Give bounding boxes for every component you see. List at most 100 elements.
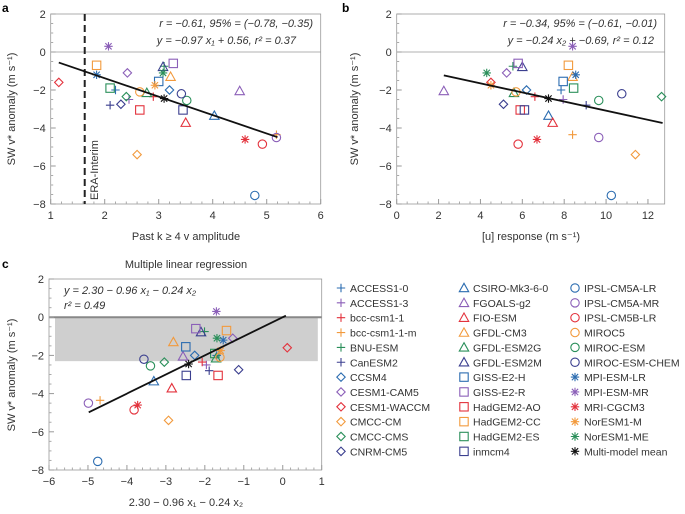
point-mri-cgcm3 xyxy=(133,400,142,410)
point-access1-0 xyxy=(556,85,566,95)
legend-item: IPSL-CM5A-LR xyxy=(570,283,657,295)
diamond-icon xyxy=(336,416,346,427)
point-giss-e2-r xyxy=(168,58,179,69)
y-tick-label: −8 xyxy=(379,199,392,211)
square-icon xyxy=(459,431,469,442)
legend-label: MPI-ESM-LR xyxy=(584,372,646,384)
legend-item: MIROC-ESM xyxy=(570,342,645,354)
point-hadgem2-cc xyxy=(563,60,574,71)
annotation-r: r = −0.34, 95% = (−0.61, −0.01) xyxy=(503,18,657,30)
point-ipsl-cm5a-mr xyxy=(271,132,282,143)
diamond-icon xyxy=(336,431,346,442)
plus-icon xyxy=(336,358,346,367)
panel-letter-a: a xyxy=(2,1,9,15)
point-mpi-esm-mr xyxy=(568,42,577,51)
circle-icon xyxy=(570,327,580,338)
legend-item: IPSL-CM5B-LR xyxy=(570,312,657,325)
legend-label: GFDL-ESM2M xyxy=(473,357,542,369)
point-giss-e2-r xyxy=(191,323,201,334)
point-gfdl-cm3 xyxy=(167,336,180,347)
x-axis-label: Past k ≥ 4 v amplitude xyxy=(132,231,240,243)
legend-item: MRI-CGCM3 xyxy=(570,402,645,414)
circle-icon xyxy=(570,283,580,293)
point-miroc-esm xyxy=(145,361,156,371)
chart-title: Multiple linear regression xyxy=(125,259,247,271)
annotation-fit: y = −0.97 x₁ + 0.56, r² = 0.37 xyxy=(156,35,297,47)
point-access1-3 xyxy=(202,360,211,370)
point-gfdl-esm2m xyxy=(195,326,207,337)
point-cnrm-cm5 xyxy=(233,364,244,375)
circle-icon xyxy=(570,357,580,367)
circle-icon xyxy=(570,342,580,353)
x-tick-label: 4 xyxy=(477,210,483,222)
legend-label: MIROC5 xyxy=(584,328,625,340)
x-tick-label: −2 xyxy=(199,476,212,488)
point-hadgem2-es xyxy=(105,83,115,93)
legend-label: IPSL-CM5A-LR xyxy=(584,283,657,295)
y-tick-label: −2 xyxy=(33,85,46,97)
square-icon xyxy=(459,446,469,457)
square-icon xyxy=(459,372,469,382)
point-miroc-esm-chem xyxy=(139,354,149,364)
panel-a: 1 2 3 4 5 6 −8 −6 −4 −2 0 2 r = −0.61, 95% = (−0.78… xyxy=(6,9,324,243)
legend-item: CSIRO-Mk3-6-0 xyxy=(458,282,548,295)
legend-item: GISS-E2-H xyxy=(459,372,526,384)
point-giss-e2-h xyxy=(558,76,568,87)
annotation-fit: y = −0.24 x₂ + −0.69, r² = 0.12 xyxy=(507,35,654,47)
circle-icon xyxy=(570,312,580,323)
point-fio-esm xyxy=(547,116,559,127)
legend-label: GISS-E2-R xyxy=(473,387,526,399)
legend-label: bcc-csm1-1 xyxy=(350,313,404,325)
legend-label: CESM1-WACCM xyxy=(350,402,430,414)
regression-line xyxy=(443,74,663,124)
y-axis-label: SW v* anomaly (m s⁻¹) xyxy=(349,53,361,166)
x-tick-label: −1 xyxy=(238,476,251,488)
point-fio-esm xyxy=(180,116,192,127)
legend-label: ACCESS1-0 xyxy=(350,283,409,295)
plus-icon xyxy=(336,283,346,293)
point-noresm1-m xyxy=(216,346,225,355)
y-tick-label: −2 xyxy=(379,85,392,97)
x-tick-label: −3 xyxy=(160,476,173,488)
point-ccsm4 xyxy=(164,85,175,95)
annotation-fit: y = 2.30 − 0.96 x₁ − 0.24 x₂ xyxy=(63,285,197,297)
point-fgoals-g2 xyxy=(438,85,450,96)
point-giss-e2-h xyxy=(181,342,191,352)
triangle-icon xyxy=(458,282,470,293)
x-tick-label: −6 xyxy=(43,476,56,488)
legend-item: ACCESS1-0 xyxy=(336,283,409,295)
point-ipsl-cm5b-lr xyxy=(257,139,268,149)
legend-label: CESM1-CAM5 xyxy=(350,387,419,399)
plus-icon xyxy=(336,328,346,337)
legend-label: IPSL-CM5A-MR xyxy=(584,298,660,310)
point-fgoals-g2 xyxy=(234,85,246,96)
legend-item: CNRM-CM5 xyxy=(336,446,407,458)
era-interim-label: ERA-Interim xyxy=(89,140,101,200)
legend-label: CanESM2 xyxy=(350,357,398,369)
point-noresm1-me xyxy=(482,68,491,78)
legend-label: bcc-csm1-1-m xyxy=(350,328,417,340)
point-cesm1-cam5 xyxy=(501,67,512,78)
point-cmcc-cm xyxy=(630,149,641,160)
point-cesm1-cam5 xyxy=(122,67,133,78)
x-axis-label: [u] response (m s⁻¹) xyxy=(482,231,580,243)
legend-item: HadGEM2-ES xyxy=(459,431,540,444)
diamond-icon xyxy=(336,446,346,457)
square-icon xyxy=(459,416,469,427)
point-noresm1-m xyxy=(150,81,160,90)
legend-label: NorESM1-M xyxy=(584,417,642,429)
point-hadgem2-cc xyxy=(91,60,102,71)
legend-label: NorESM1-ME xyxy=(584,432,649,444)
point-canesm2 xyxy=(204,366,214,375)
point-mri-cgcm3 xyxy=(240,135,250,144)
legend-item: CMCC-CMS xyxy=(336,431,408,444)
point-access1-0 xyxy=(111,85,120,95)
x-tick-label: 5 xyxy=(264,210,270,222)
legend-item: MPI-ESM-MR xyxy=(570,387,649,399)
legend-item: CESM1-CAM5 xyxy=(336,387,419,399)
x-tick-label: 0 xyxy=(280,476,286,488)
legend-item: GFDL-CM3 xyxy=(458,326,527,340)
point-mpi-esm-mr xyxy=(104,42,113,51)
x-tick-label: 12 xyxy=(642,210,654,222)
legend-item: MPI-ESM-LR xyxy=(570,372,646,384)
